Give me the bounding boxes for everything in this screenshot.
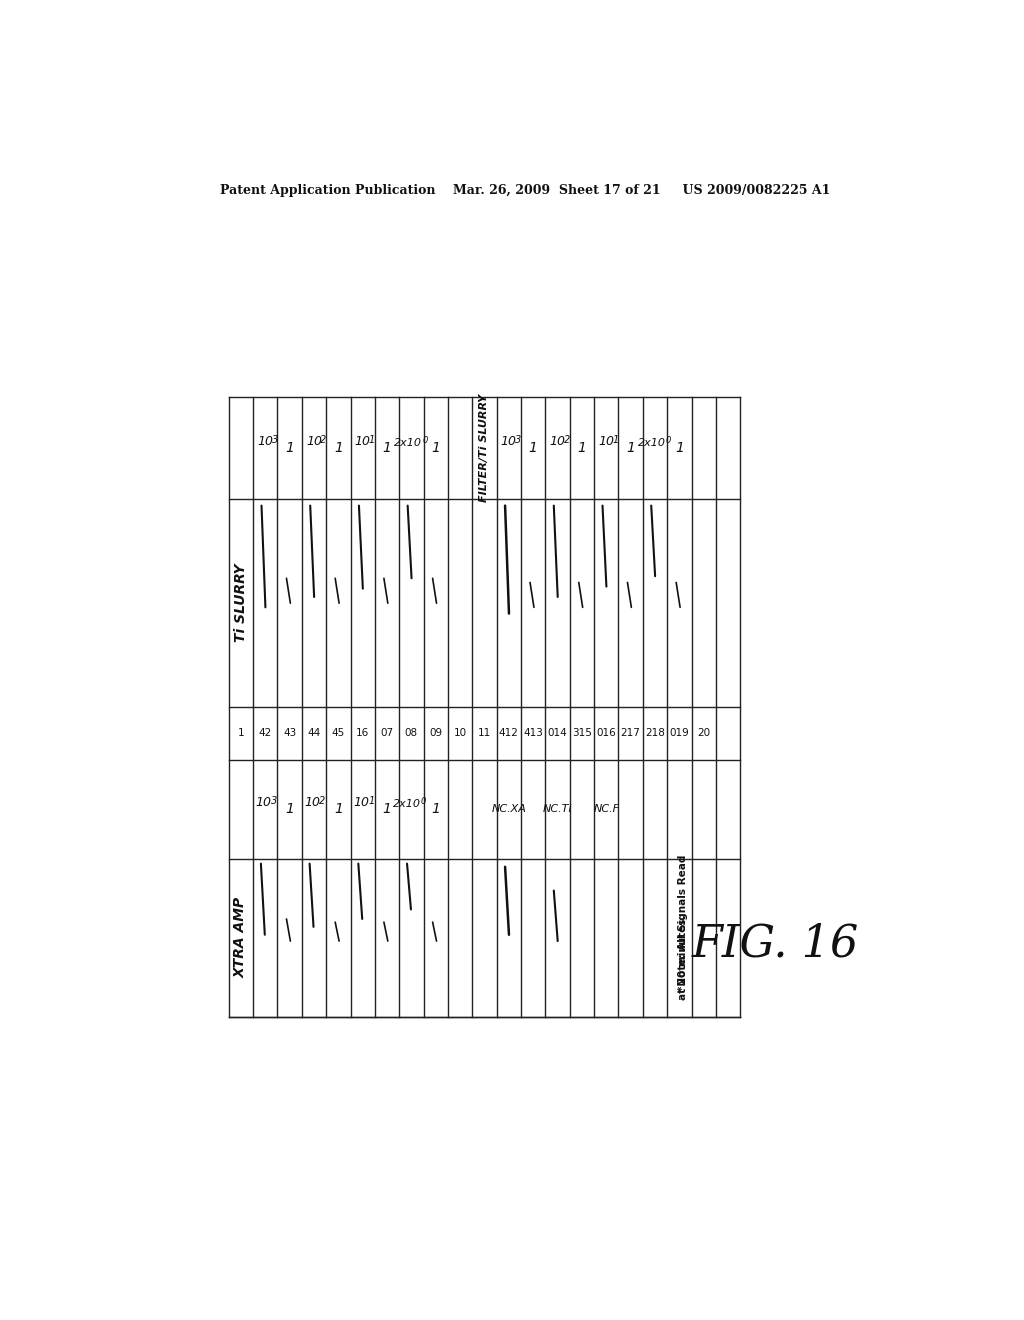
Text: 1: 1 (431, 441, 440, 455)
Text: 10: 10 (598, 436, 614, 449)
Text: 014: 014 (548, 729, 567, 738)
Text: 016: 016 (596, 729, 616, 738)
Text: 07: 07 (381, 729, 393, 738)
Text: 42: 42 (259, 729, 272, 738)
Text: 1: 1 (578, 441, 587, 455)
Text: 0: 0 (421, 797, 426, 807)
Text: 3: 3 (270, 796, 276, 807)
Text: 10: 10 (353, 796, 370, 809)
Text: 2: 2 (564, 436, 570, 445)
Text: 1: 1 (369, 436, 375, 445)
Text: 218: 218 (645, 729, 665, 738)
Text: 10: 10 (257, 436, 273, 449)
Text: 10: 10 (256, 796, 271, 809)
Text: 1: 1 (286, 441, 294, 455)
Text: 10: 10 (354, 436, 371, 449)
Text: 0: 0 (422, 436, 428, 445)
Text: 20: 20 (697, 729, 711, 738)
Text: NC.Ti: NC.Ti (543, 804, 572, 814)
Text: 413: 413 (523, 729, 543, 738)
Text: 2: 2 (321, 436, 327, 445)
Text: 08: 08 (404, 729, 418, 738)
Text: NC.XA: NC.XA (492, 804, 526, 814)
Text: 10: 10 (454, 729, 467, 738)
Text: 0: 0 (666, 436, 671, 445)
Text: NC.F: NC.F (593, 804, 620, 814)
Text: 09: 09 (429, 729, 442, 738)
Text: 1: 1 (334, 803, 343, 816)
Text: 43: 43 (283, 729, 296, 738)
Text: FILTER/Ti SLURRY: FILTER/Ti SLURRY (479, 395, 489, 503)
Text: 45: 45 (332, 729, 345, 738)
Text: 10: 10 (306, 436, 322, 449)
Text: 217: 217 (621, 729, 641, 738)
Text: at 20 minutes.: at 20 minutes. (678, 915, 688, 999)
Text: *Note: All Signals Read: *Note: All Signals Read (678, 854, 688, 991)
Text: 1: 1 (238, 729, 245, 738)
Text: 10: 10 (304, 796, 321, 809)
Text: 1: 1 (383, 803, 391, 816)
Text: 2x10: 2x10 (394, 438, 422, 449)
Text: 1: 1 (528, 441, 538, 455)
Text: 1: 1 (612, 436, 618, 445)
Text: 1: 1 (383, 441, 391, 455)
Text: 019: 019 (670, 729, 689, 738)
Text: 10: 10 (501, 436, 517, 449)
Text: 2: 2 (319, 796, 326, 807)
Text: Ti SLURRY: Ti SLURRY (233, 564, 248, 643)
Text: 412: 412 (499, 729, 519, 738)
Text: FIG. 16: FIG. 16 (691, 923, 859, 965)
Text: 1: 1 (675, 441, 684, 455)
Text: 3: 3 (515, 436, 521, 445)
Text: 1: 1 (334, 441, 343, 455)
Text: XTRA AMP: XTRA AMP (233, 898, 248, 978)
Text: 10: 10 (550, 436, 565, 449)
Text: 1: 1 (627, 441, 635, 455)
Text: 315: 315 (572, 729, 592, 738)
Text: 44: 44 (307, 729, 321, 738)
Text: 3: 3 (271, 436, 278, 445)
Text: 1: 1 (431, 803, 440, 816)
Text: Patent Application Publication    Mar. 26, 2009  Sheet 17 of 21     US 2009/0082: Patent Application Publication Mar. 26, … (219, 185, 830, 197)
Text: 2x10: 2x10 (638, 438, 666, 449)
Text: 11: 11 (478, 729, 492, 738)
Text: 1: 1 (286, 803, 294, 816)
Text: 1: 1 (369, 796, 375, 807)
Text: 16: 16 (356, 729, 370, 738)
Text: 2x10: 2x10 (393, 800, 421, 809)
